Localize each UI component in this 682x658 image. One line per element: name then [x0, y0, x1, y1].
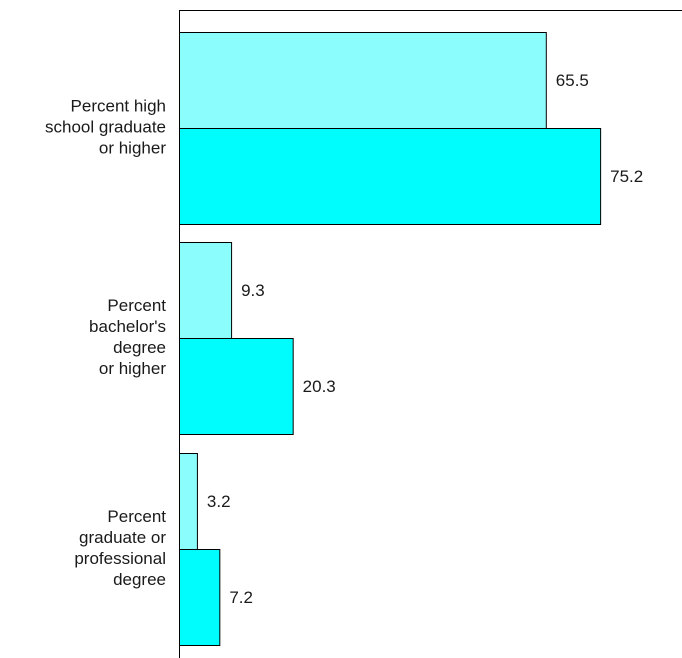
value-label-2-series-1: 7.2: [229, 588, 253, 607]
category-label-line: graduate or: [79, 528, 166, 547]
value-label-1-series-1: 20.3: [303, 377, 336, 396]
value-label-1-series-0: 9.3: [241, 281, 265, 300]
category-label-line: bachelor's: [89, 317, 166, 336]
category-label-line: Percent high: [71, 97, 166, 116]
category-label-1: Percent bachelor's degree or higher: [89, 296, 166, 378]
bars-group: [179, 32, 602, 646]
bar-0-series-0: [179, 32, 547, 129]
value-label-0-series-1: 75.2: [610, 167, 643, 186]
category-label-line: degree: [113, 570, 166, 589]
value-label-0-series-0: 65.5: [556, 71, 589, 90]
category-label-line: or higher: [99, 359, 166, 378]
category-label-line: or higher: [99, 139, 166, 158]
value-label-2-series-0: 3.2: [207, 492, 231, 511]
bar-1-series-1: [179, 338, 294, 435]
bar-2-series-1: [179, 549, 221, 646]
category-label-line: professional: [74, 549, 166, 568]
bar-2-series-0: [179, 453, 198, 550]
category-label-line: school graduate: [45, 118, 166, 137]
category-label-2: Percent graduate or professional degree: [74, 507, 166, 589]
category-label-0: Percent high school graduate or higher: [45, 97, 166, 158]
bar-0-series-1: [179, 128, 602, 225]
category-label-line: degree: [113, 338, 166, 357]
category-label-line: Percent: [107, 507, 166, 526]
category-label-line: Percent: [107, 296, 166, 315]
bar-1-series-0: [179, 242, 233, 339]
labels-group: 65.5 75.2 Percent high school graduate or hi…: [45, 71, 643, 607]
